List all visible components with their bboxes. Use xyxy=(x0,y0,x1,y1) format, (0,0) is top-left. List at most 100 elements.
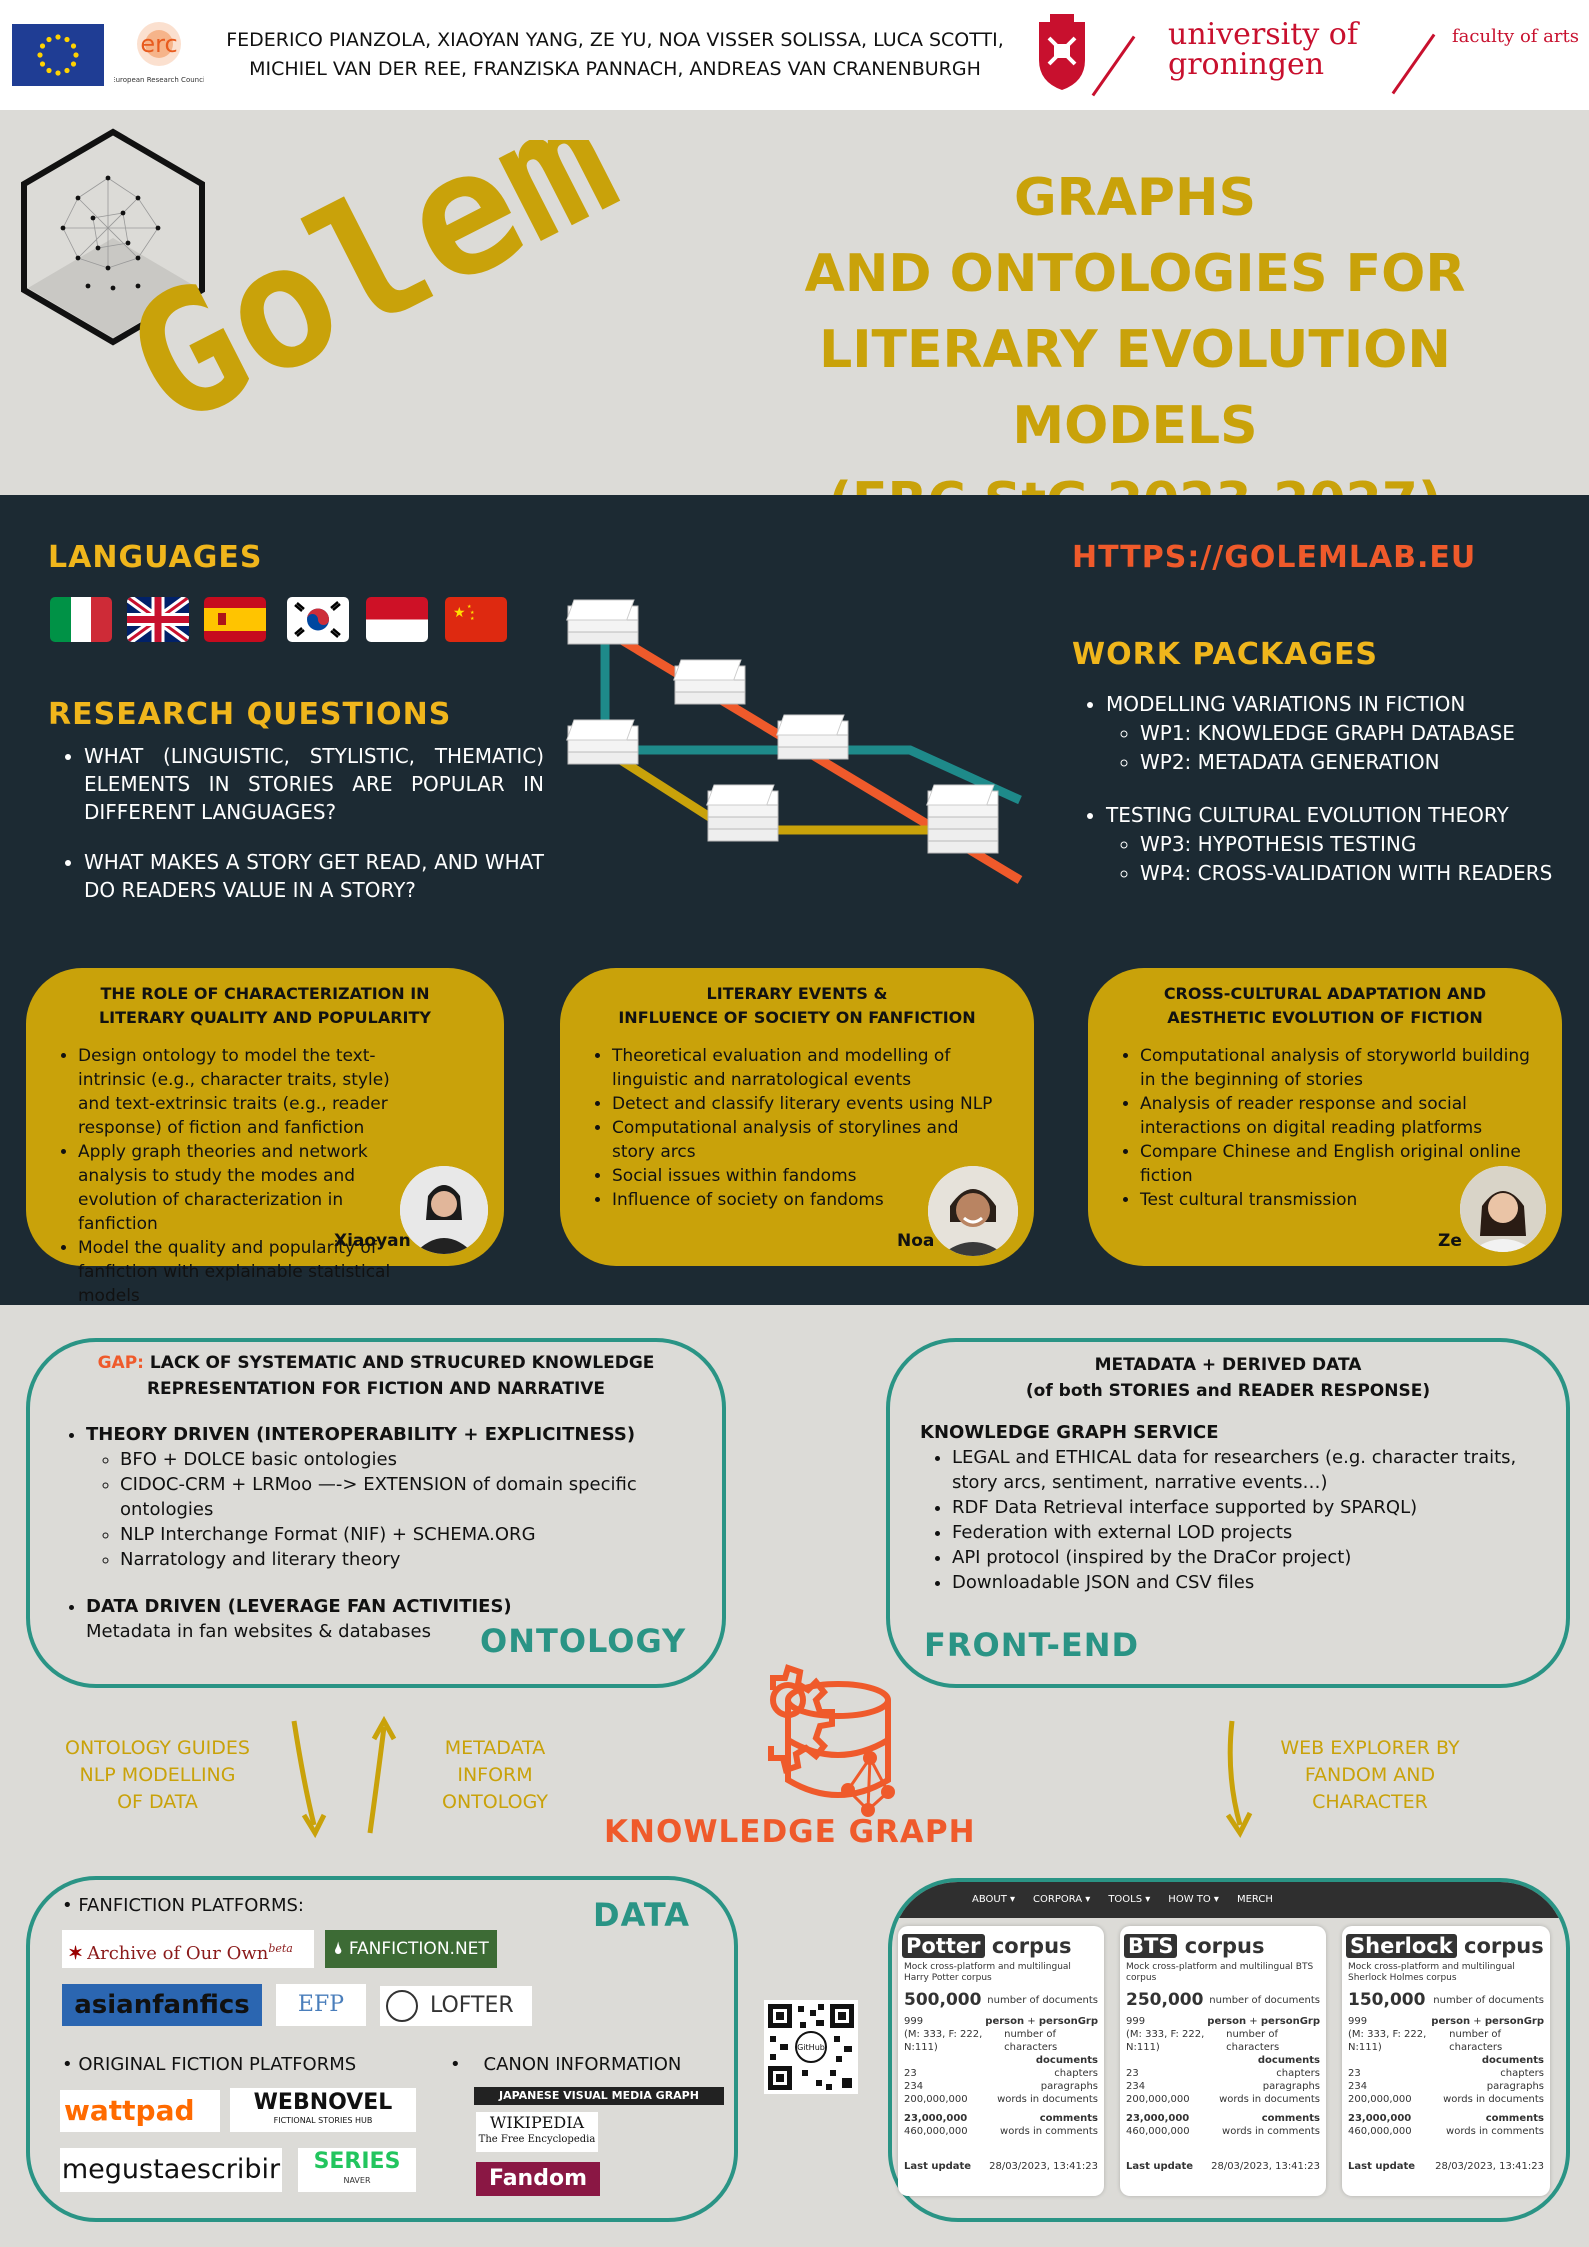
project-item: Theoretical evaluation and modelling of … xyxy=(612,1044,994,1092)
nav-about[interactable]: ABOUT ▾ xyxy=(972,1894,1016,1905)
svg-text:Golem: Golem xyxy=(130,140,645,460)
svg-text:★: ★ xyxy=(453,605,466,621)
original-platforms-label: • ORIGINAL FICTION PLATFORMS xyxy=(62,2054,357,2075)
frontend-box: METADATA + DERIVED DATA (of both STORIES … xyxy=(886,1338,1570,1688)
project-items: Theoretical evaluation and modelling of … xyxy=(560,1044,1034,1212)
poster-title: GRAPHS AND ONTOLOGIES FOR LITERARY EVOLU… xyxy=(690,160,1580,540)
frontend-item: Downloadable JSON and CSV files xyxy=(952,1570,1540,1595)
authors-line-2: MICHIEL VAN DER REE, FRANZISKA PANNACH, … xyxy=(249,58,981,80)
project-title: THE ROLE OF CHARACTERIZATION IN LITERARY … xyxy=(98,984,432,1027)
work-package-group: MODELLING VARIATIONS IN FICTION WP1: KNO… xyxy=(1106,690,1589,777)
work-package-item: WP4: CROSS-VALIDATION WITH READERS xyxy=(1140,859,1589,888)
project-item: Influence of society on fandoms xyxy=(612,1188,994,1212)
project-title: CROSS-CULTURAL ADAPTATION AND AESTHETIC E… xyxy=(1163,984,1487,1027)
nav-corpora[interactable]: CORPORA ▾ xyxy=(1033,1894,1091,1905)
languages-heading: LANGUAGES xyxy=(48,540,263,575)
corpus-card-sherlock[interactable]: Sherlock corpus Mock cross-platform and … xyxy=(1342,1926,1550,2196)
asianfanfics-logo: asianfanfics xyxy=(62,1984,262,2026)
project-item: Design ontology to model the text-intrin… xyxy=(78,1044,408,1140)
data-driven-text: Metadata in fan websites & databases xyxy=(86,1621,432,1642)
flow-text-right: WEB EXPLORER BY FANDOM AND CHARACTER xyxy=(1280,1737,1460,1813)
project-item: Social issues within fandoms xyxy=(612,1164,994,1188)
wattpad-logo: wattpad xyxy=(60,2090,220,2132)
erc-logo: erc European Research Council xyxy=(111,16,207,98)
efp-logo: EFP xyxy=(276,1984,366,2026)
research-questions-heading: RESEARCH QUESTIONS xyxy=(48,697,452,732)
data-label: DATA xyxy=(593,1896,690,1934)
corpus-card-potter[interactable]: Potter corpus Mock cross-platform and mu… xyxy=(898,1926,1104,2196)
nav-merch[interactable]: MERCH xyxy=(1236,1894,1273,1905)
project-card-characterization: THE ROLE OF CHARACTERIZATION IN LITERARY … xyxy=(26,968,504,1306)
gap-label: GAP: xyxy=(97,1353,144,1373)
uk-flag xyxy=(127,597,189,642)
spain-flag xyxy=(204,597,266,642)
frontend-list: LEGAL and ETHICAL data for researchers (… xyxy=(890,1445,1566,1595)
svg-text:★: ★ xyxy=(467,604,472,610)
indonesia-flag xyxy=(366,597,428,642)
frontend-label: FRONT-END xyxy=(924,1626,1140,1664)
work-packages-heading: WORK PACKAGES xyxy=(1072,637,1379,672)
project-item: Computational analysis of storylines and… xyxy=(612,1116,994,1164)
university-name-line-2: groningen xyxy=(1168,47,1325,82)
nav-howto[interactable]: HOW TO ▾ xyxy=(1168,1894,1219,1905)
corpus-card-bts[interactable]: BTS corpus Mock cross-platform and multi… xyxy=(1120,1926,1326,2196)
faculty-name: faculty of arts xyxy=(1452,26,1579,47)
project-card-cross-cultural: CROSS-CULTURAL ADAPTATION AND AESTHETIC E… xyxy=(1088,968,1562,1266)
university-name-line-1: university of xyxy=(1168,17,1358,52)
down-arrow-icon xyxy=(1225,1720,1253,1838)
frontend-item: Federation with external LOD projects xyxy=(952,1520,1540,1545)
knowledge-graph-label: KNOWLEDGE GRAPH xyxy=(604,1814,976,1850)
research-questions-list: WHAT (LINGUISTIC, STYLISTIC, THEMATIC) E… xyxy=(50,742,544,926)
project-items: Computational analysis of storyworld bui… xyxy=(1088,1044,1562,1212)
title-line-3: LITERARY EVOLUTION MODELS xyxy=(819,320,1451,456)
metadata-heading: METADATA + DERIVED DATA (of both STORIES … xyxy=(1025,1355,1431,1401)
erc-caption: European Research Council xyxy=(114,76,204,84)
ontology-box: GAP: LACK OF SYSTEMATIC AND STRUCURED KN… xyxy=(26,1338,726,1688)
header-bar xyxy=(0,0,1589,110)
network-hexagon-icon xyxy=(18,128,208,346)
flow-text-left: ONTOLOGY GUIDES NLP MODELLING OF DATA xyxy=(65,1737,250,1813)
xiaoyan-name: Xiaoyan xyxy=(334,1231,411,1251)
kg-service-label: KNOWLEDGE GRAPH SERVICE xyxy=(920,1422,1219,1443)
frontend-item: API protocol (inspired by the DraCor pro… xyxy=(952,1545,1540,1570)
document-graph-illustration xyxy=(560,590,1050,890)
project-item: Detect and classify literary events usin… xyxy=(612,1092,994,1116)
author-list: FEDERICO PIANZOLA, XIAOYAN YANG, ZE YU, … xyxy=(210,26,1020,84)
svg-text:★: ★ xyxy=(470,616,475,622)
project-item: Apply graph theories and network analysi… xyxy=(78,1140,408,1236)
flow-text-middle: METADATA INFORM ONTOLOGY xyxy=(442,1737,548,1813)
data-sources-box xyxy=(26,1876,738,2222)
webnovel-logo: WEBNOVEL FICTIONAL STORIES HUB xyxy=(230,2088,416,2132)
project-title: LITERARY EVENTS & INFLUENCE OF SOCIETY ON… xyxy=(618,984,976,1027)
title-line-1: GRAPHS xyxy=(1013,168,1257,228)
qr-caption: GitHub xyxy=(797,2043,825,2052)
fanfiction-platforms-label: • FANFICTION PLATFORMS: xyxy=(62,1895,304,1916)
project-item: Compare Chinese and English original onl… xyxy=(1140,1140,1540,1188)
china-flag: ★ ★ ★ ★ xyxy=(445,597,507,642)
canon-info-label: • CANON INFORMATION xyxy=(450,2054,682,2075)
xiaoyan-avatar xyxy=(400,1166,488,1254)
work-package-item: WP1: KNOWLEDGE GRAPH DATABASE xyxy=(1140,719,1589,748)
university-name: university of groningen xyxy=(1168,20,1368,80)
jvmg-logo: JAPANESE VISUAL MEDIA GRAPH xyxy=(474,2087,724,2105)
wikipedia-logo: WIKIPEDIA The Free Encyclopedia xyxy=(476,2112,598,2152)
theory-item: CIDOC-CRM + LRMoo —-> EXTENSION of domai… xyxy=(120,1472,722,1522)
github-qr-code[interactable]: GitHub xyxy=(764,2000,858,2094)
knowledge-graph-database-icon xyxy=(768,1664,895,1817)
document-stack-icon xyxy=(566,599,999,854)
work-package-group: TESTING CULTURAL EVOLUTION THEORY WP3: H… xyxy=(1106,801,1589,888)
golem-logo-wordmark: Golem xyxy=(99,58,690,467)
theory-item: NLP Interchange Format (NIF) + SCHEMA.OR… xyxy=(120,1522,722,1547)
work-packages-list: MODELLING VARIATIONS IN FICTION WP1: KNO… xyxy=(1070,690,1589,912)
gap-statement: GAP: LACK OF SYSTEMATIC AND STRUCURED KN… xyxy=(97,1353,655,1399)
project-item: Computational analysis of storyworld bui… xyxy=(1140,1044,1540,1092)
ao3-logo: ✶ Archive of Our Ownbeta xyxy=(62,1930,314,1968)
nav-tools[interactable]: TOOLS ▾ xyxy=(1108,1894,1151,1905)
university-shield-logo xyxy=(1035,12,1089,92)
theory-item: Narratology and literary theory xyxy=(120,1547,722,1572)
fandom-logo: Fandom xyxy=(476,2162,600,2196)
fanfiction-net-logo: 🌢 FANFICTION.NET xyxy=(325,1930,497,1968)
ontology-label: ONTOLOGY xyxy=(480,1622,687,1660)
website-link[interactable]: HTTPS://GOLEMLAB.EU xyxy=(1072,540,1477,575)
work-package-item: WP3: HYPOTHESIS TESTING xyxy=(1140,830,1589,859)
